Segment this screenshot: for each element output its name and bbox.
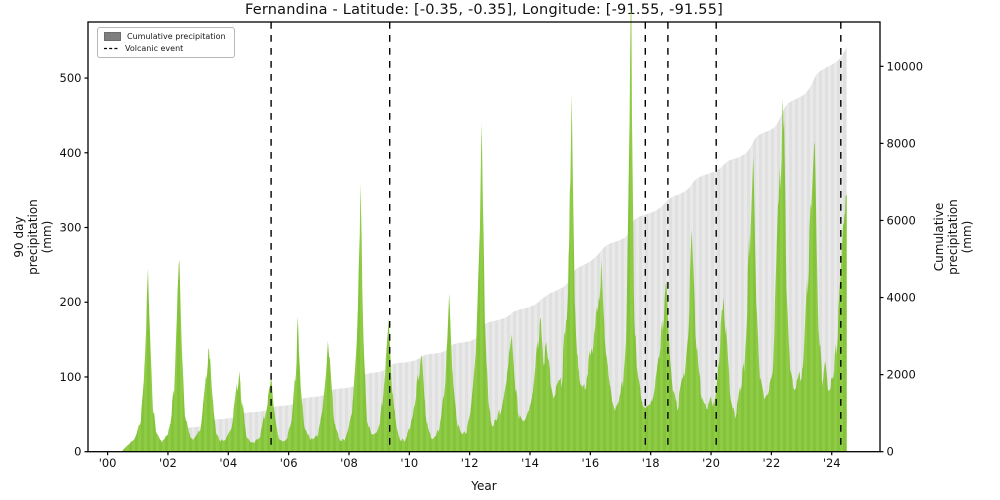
x-tick-label: '14 <box>521 456 539 470</box>
y-tick-label-right: 8000 <box>887 136 916 150</box>
y-tick-label-right: 4000 <box>887 291 916 305</box>
x-tick-label: '20 <box>702 456 720 470</box>
y-tick-label-left: 400 <box>60 146 82 160</box>
x-tick-label: '08 <box>340 456 358 470</box>
y-tick-label-left: 100 <box>60 370 82 384</box>
y-tick-label-right: 2000 <box>887 368 916 382</box>
x-tick-label: '24 <box>823 456 841 470</box>
precip-series-area <box>121 5 847 452</box>
legend-patch-icon <box>104 32 121 41</box>
legend: Cumulative precipitation Volcanic event <box>97 27 235 58</box>
x-axis-label: Year <box>471 479 497 493</box>
x-tick-label: '18 <box>642 456 660 470</box>
x-tick-label: '06 <box>280 456 298 470</box>
x-tick-label: '02 <box>159 456 177 470</box>
y-tick-label-left: 300 <box>60 221 82 235</box>
x-tick-label: '16 <box>581 456 599 470</box>
x-tick-label: '04 <box>219 456 237 470</box>
y-tick-label-left: 200 <box>60 295 82 309</box>
y-tick-label-right: 6000 <box>887 213 916 227</box>
legend-label-volcanic-event: Volcanic event <box>125 44 184 53</box>
x-tick-label: '10 <box>400 456 418 470</box>
x-tick-label: '12 <box>461 456 479 470</box>
legend-dash-icon <box>104 47 119 50</box>
x-tick-label: '00 <box>99 456 117 470</box>
legend-item-cumulative: Cumulative precipitation <box>104 32 226 41</box>
y-tick-label-right: 0 <box>887 445 894 459</box>
y-tick-label-right: 10000 <box>887 59 924 73</box>
chart-title: Fernandina - Latitude: [-0.35, -0.35], L… <box>245 2 723 18</box>
legend-item-volcanic-event: Volcanic event <box>104 44 226 53</box>
y-tick-label-left: 500 <box>60 71 82 85</box>
x-tick-label: '22 <box>762 456 780 470</box>
plot-border <box>87 21 881 453</box>
y-tick-label-left: 0 <box>74 445 81 459</box>
legend-label-cumulative: Cumulative precipitation <box>127 32 226 41</box>
